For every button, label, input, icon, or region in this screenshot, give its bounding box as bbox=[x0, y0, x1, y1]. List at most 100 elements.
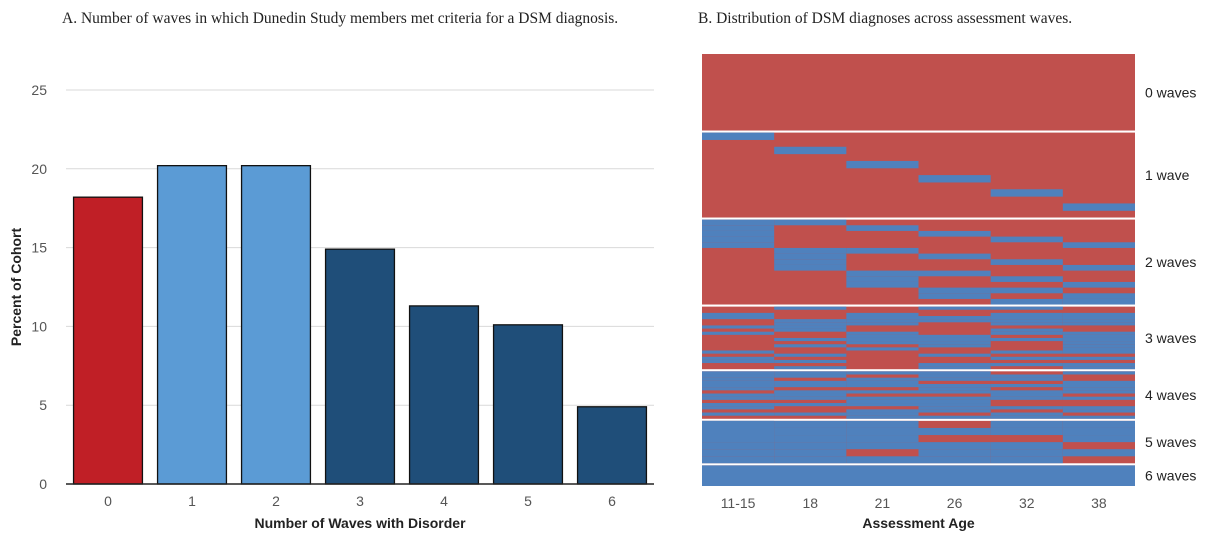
y-tick-label: 15 bbox=[31, 240, 47, 256]
x-tick-label: 4 bbox=[440, 493, 448, 509]
diagnosis-cell bbox=[702, 371, 775, 375]
bar bbox=[408, 305, 480, 485]
diagnosis-cell bbox=[846, 380, 919, 384]
diagnosis-cell bbox=[774, 322, 847, 326]
diagnosis-cell bbox=[846, 384, 919, 388]
diagnosis-cell bbox=[990, 456, 1063, 464]
diagnosis-cell bbox=[846, 456, 919, 464]
wave-group-3 bbox=[702, 306, 1135, 370]
diagnosis-cell bbox=[774, 390, 847, 394]
diagnosis-cell bbox=[990, 319, 1063, 323]
diagnosis-cell bbox=[990, 236, 1063, 243]
diagnosis-cell bbox=[846, 403, 919, 407]
diagnosis-cell bbox=[1062, 203, 1135, 211]
group-separator bbox=[702, 418, 1135, 421]
diagnosis-cell bbox=[918, 387, 991, 391]
diagnosis-cell bbox=[702, 219, 775, 226]
diagnosis-cell bbox=[990, 393, 1063, 397]
diagnosis-cell bbox=[774, 328, 847, 332]
diagnosis-cell bbox=[1062, 371, 1135, 375]
diagnosis-cell bbox=[918, 384, 991, 388]
diagnosis-cell bbox=[774, 374, 847, 378]
diagnosis-cell bbox=[990, 449, 1063, 457]
bar bbox=[324, 248, 396, 485]
diagnosis-cell bbox=[846, 442, 919, 450]
group-separator bbox=[702, 130, 1135, 133]
diagnosis-cell bbox=[846, 371, 919, 375]
diagnosis-cell bbox=[846, 160, 919, 169]
x-tick-label: 32 bbox=[1019, 495, 1035, 511]
diagnosis-cell bbox=[918, 456, 991, 464]
diagnosis-cell bbox=[846, 435, 919, 443]
wave-group-0 bbox=[702, 54, 1135, 131]
diagnosis-cell bbox=[846, 427, 919, 436]
diagnosis-cell bbox=[774, 219, 847, 226]
diagnosis-cell bbox=[918, 377, 991, 381]
diagnosis-cell bbox=[702, 377, 775, 381]
wave-group-1 bbox=[702, 132, 1135, 218]
diagnosis-cell bbox=[702, 230, 775, 237]
diagnosis-cell bbox=[1062, 356, 1135, 360]
diagnosis-cell bbox=[990, 350, 1063, 354]
diagnosis-cell bbox=[990, 328, 1063, 332]
group-label: 4 waves bbox=[1145, 387, 1196, 403]
diagnosis-cell bbox=[702, 456, 775, 464]
diagnosis-cell bbox=[1062, 331, 1135, 335]
diagnosis-cell bbox=[1062, 396, 1135, 400]
diagnosis-cell bbox=[702, 236, 775, 243]
diagnosis-cell bbox=[990, 312, 1063, 317]
diagnosis-cell bbox=[702, 403, 775, 407]
diagnosis-cell bbox=[1062, 334, 1135, 338]
diagnosis-cell bbox=[1062, 281, 1135, 288]
diagnosis-cell bbox=[918, 366, 991, 370]
diagnosis-cell bbox=[1062, 387, 1135, 391]
diagnosis-cell bbox=[918, 449, 991, 457]
x-tick-label: 0 bbox=[104, 493, 112, 509]
diagnosis-cell bbox=[918, 334, 991, 338]
diagnosis-cell bbox=[702, 420, 775, 443]
x-tick-label: 1 bbox=[188, 493, 196, 509]
y-axis-title: Percent of Cohort bbox=[8, 228, 24, 347]
diagnosis-cell bbox=[1062, 341, 1135, 345]
diagnosis-cell bbox=[918, 319, 991, 323]
diagnosis-cell bbox=[774, 259, 847, 265]
y-tick-label: 0 bbox=[39, 476, 47, 492]
bar bbox=[492, 324, 564, 485]
diagnosis-cell bbox=[774, 247, 847, 254]
x-tick-label: 18 bbox=[802, 495, 818, 511]
diagnosis-cell bbox=[846, 390, 919, 394]
diagnosis-cell bbox=[918, 341, 991, 345]
diagnosis-cell bbox=[774, 396, 847, 400]
diagnosis-cell bbox=[990, 377, 1063, 381]
diagnosis-cell bbox=[918, 371, 991, 375]
diagnosis-cell bbox=[990, 384, 1063, 388]
diagnosis-cell bbox=[918, 344, 991, 348]
diagnosis-cell bbox=[918, 442, 991, 450]
diagnosis-cell bbox=[918, 337, 991, 342]
diagnosis-cell bbox=[774, 380, 847, 384]
diagnosis-cell bbox=[1062, 415, 1135, 419]
bar bbox=[240, 164, 312, 485]
diagnosis-cell bbox=[702, 242, 775, 248]
diagnosis-cell bbox=[918, 230, 991, 237]
diagnosis-cell bbox=[774, 253, 847, 260]
diagnosis-cell bbox=[1062, 409, 1135, 413]
diagnosis-cell bbox=[774, 456, 847, 464]
diagnosis-cell bbox=[990, 337, 1063, 342]
diagnosis-cell bbox=[1062, 420, 1135, 428]
diagnosis-cell bbox=[702, 350, 775, 354]
diagnosis-cell bbox=[990, 331, 1063, 335]
diagnosis-cell bbox=[990, 259, 1063, 265]
diagnosis-cell bbox=[846, 331, 919, 335]
diagnosis-cell bbox=[918, 406, 991, 410]
diagnosis-cell bbox=[990, 374, 1063, 378]
x-tick-label: 3 bbox=[356, 493, 364, 509]
diagnosis-cell bbox=[702, 132, 775, 140]
diagnosis-cell bbox=[1062, 435, 1135, 443]
diagnosis-cell bbox=[990, 322, 1063, 326]
diagnosis-cell bbox=[702, 412, 775, 416]
diagnosis-cell bbox=[702, 380, 775, 384]
diagnosis-cell bbox=[1062, 322, 1135, 326]
diagnosis-cell bbox=[918, 427, 991, 436]
diagnosis-cell bbox=[702, 384, 775, 388]
